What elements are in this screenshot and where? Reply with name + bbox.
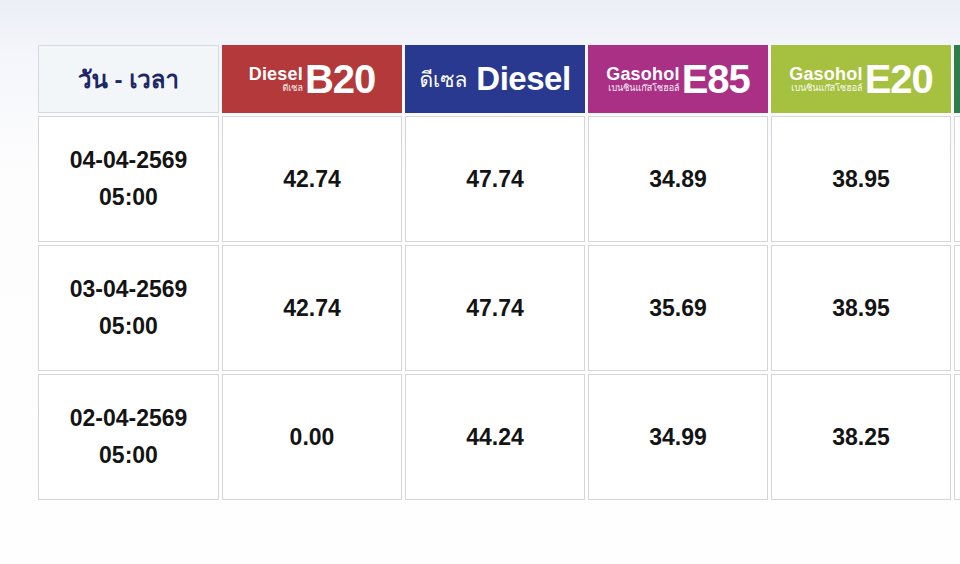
fuel-brand-name: Diesel — [249, 65, 303, 83]
price-cell-gasohol-e85: 35.69 — [588, 245, 768, 371]
column-header-date-time: วัน - เวลา — [38, 45, 219, 113]
price-cell-partial-column — [954, 245, 960, 371]
fuel-brand-name: Gasohol — [789, 65, 862, 83]
price-cell-diesel-b20: 42.74 — [222, 245, 402, 371]
fuel-brand-subtitle: ดีเซล — [282, 84, 303, 93]
row-time: 05:00 — [99, 443, 158, 468]
fuel-brand-subtitle: เบนซินแก๊สโซฮอล์ — [608, 84, 679, 93]
fuel-brand-block: Gasoholเบนซินแก๊สโซฮอล์ — [606, 65, 679, 93]
fuel-brand-name: Gasohol — [606, 65, 679, 83]
fuel-brand-subtitle: เบนซินแก๊สโซฮอล์ — [791, 84, 862, 93]
row-date: 03-04-2569 — [70, 277, 188, 302]
price-cell-gasohol-e85: 34.99 — [588, 374, 768, 500]
row-time: 05:00 — [99, 314, 158, 339]
column-header-diesel: ดีเซล Diesel — [405, 45, 585, 113]
price-cell-gasohol-e20: 38.95 — [771, 116, 951, 242]
price-cell-partial-column — [954, 374, 960, 500]
fuel-brand-block: Dieselดีเซล — [249, 65, 303, 93]
row-time: 05:00 — [99, 185, 158, 210]
price-cell-diesel-b20: 0.00 — [222, 374, 402, 500]
price-cell-gasohol-e20: 38.25 — [771, 374, 951, 500]
fuel-code: B20 — [305, 59, 375, 99]
row-date-cell: 03-04-2569 05:00 — [38, 245, 219, 371]
fuel-price-table: วัน - เวลา DieselดีเซลB20ดีเซลDieselGaso… — [38, 45, 960, 500]
price-cell-diesel: 47.74 — [405, 245, 585, 371]
row-date: 04-04-2569 — [70, 148, 188, 173]
column-header-gasohol-e85: Gasoholเบนซินแก๊สโซฮอล์E85 — [588, 45, 768, 113]
column-header-partial-column — [954, 45, 960, 113]
fuel-code: E20 — [865, 59, 933, 99]
price-cell-gasohol-e85: 34.89 — [588, 116, 768, 242]
price-cell-diesel: 44.24 — [405, 374, 585, 500]
row-date: 02-04-2569 — [70, 406, 188, 431]
column-header-diesel-b20: DieselดีเซลB20 — [222, 45, 402, 113]
fuel-code: Diesel — [476, 60, 570, 98]
price-cell-partial-column — [954, 116, 960, 242]
row-date-cell: 04-04-2569 05:00 — [38, 116, 219, 242]
column-header-gasohol-e20: Gasoholเบนซินแก๊สโซฮอล์E20 — [771, 45, 951, 113]
price-cell-diesel: 47.74 — [405, 116, 585, 242]
price-cell-gasohol-e20: 38.95 — [771, 245, 951, 371]
price-cell-diesel-b20: 42.74 — [222, 116, 402, 242]
fuel-code: E85 — [682, 59, 750, 99]
fuel-brand-block: Gasoholเบนซินแก๊สโซฮอล์ — [789, 65, 862, 93]
fuel-name-thai: ดีเซล — [419, 63, 467, 96]
row-date-cell: 02-04-2569 05:00 — [38, 374, 219, 500]
